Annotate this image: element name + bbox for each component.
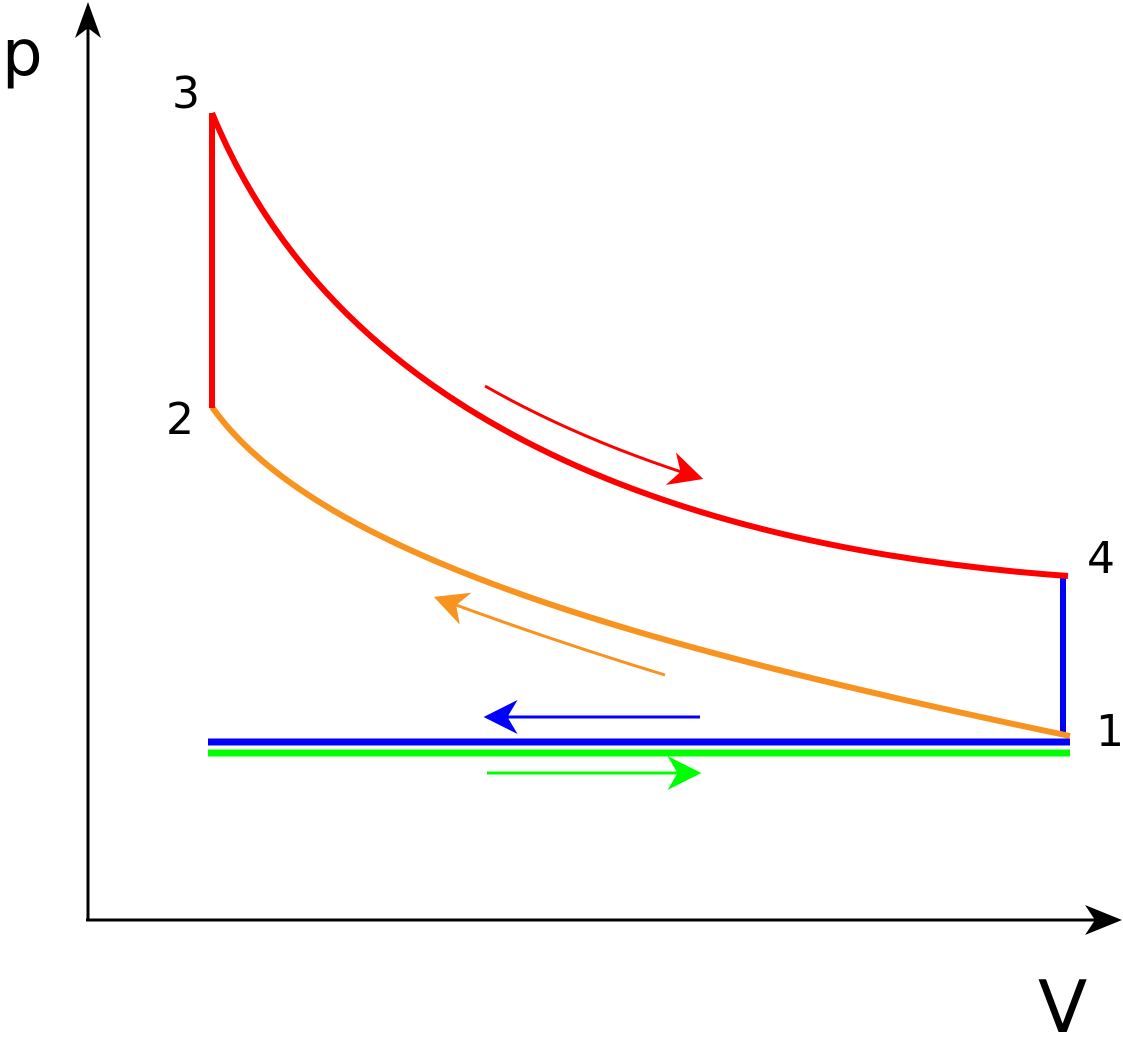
expansion-curve: [209, 111, 1069, 579]
point-label: 1: [1096, 706, 1123, 757]
expansion-arrow: [484, 384, 704, 485]
x-axis-label: V: [1038, 965, 1087, 1049]
y-axis-arrow: [75, 2, 101, 38]
compression-curve: [209, 405, 1071, 739]
compression-arrow: [433, 592, 666, 677]
x-axis-arrow: [1085, 905, 1122, 935]
y-axis-label: p: [2, 17, 43, 91]
point-label: 3: [172, 68, 200, 119]
point-label: 4: [1087, 533, 1115, 584]
point-label: 2: [166, 394, 194, 445]
